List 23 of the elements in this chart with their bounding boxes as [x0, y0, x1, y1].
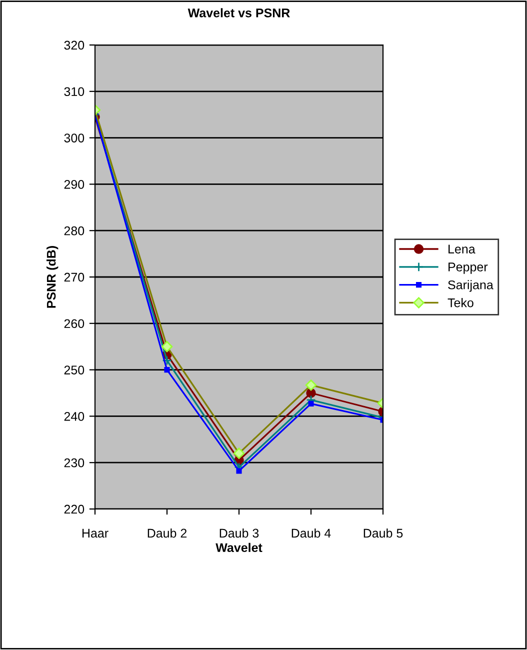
- x-tick-label: Daub 4: [292, 528, 331, 538]
- x-tick-label: Daub 5: [364, 528, 403, 538]
- y-tick-label: 280: [64, 226, 84, 236]
- x-tick-label: Daub 3: [220, 528, 259, 538]
- legend-label: Pepper: [448, 262, 488, 274]
- y-tick-label: 270: [64, 272, 84, 282]
- y-axis-title: PSNR (dB): [46, 246, 58, 308]
- y-tick-label: 320: [64, 40, 84, 50]
- x-tick-label: Haar: [82, 528, 108, 538]
- legend-label: Lena: [448, 244, 476, 254]
- y-tick-label: 240: [64, 412, 84, 421]
- y-tick-label: 220: [64, 504, 84, 514]
- y-tick-label: 230: [64, 458, 84, 468]
- x-tick-label: Daub 2: [148, 528, 187, 538]
- y-tick-label: 300: [64, 134, 84, 142]
- chart-title: Wavelet vs PSNR: [188, 8, 290, 18]
- x-axis-title: Wavelet: [216, 542, 262, 552]
- y-tick-label: 310: [64, 87, 84, 96]
- legend-label: Sarijana: [448, 280, 494, 292]
- y-tick-label: 250: [64, 366, 84, 374]
- legend-label: Teko: [448, 298, 474, 308]
- y-tick-label: 290: [64, 180, 84, 189]
- y-tick-label: 260: [64, 319, 84, 328]
